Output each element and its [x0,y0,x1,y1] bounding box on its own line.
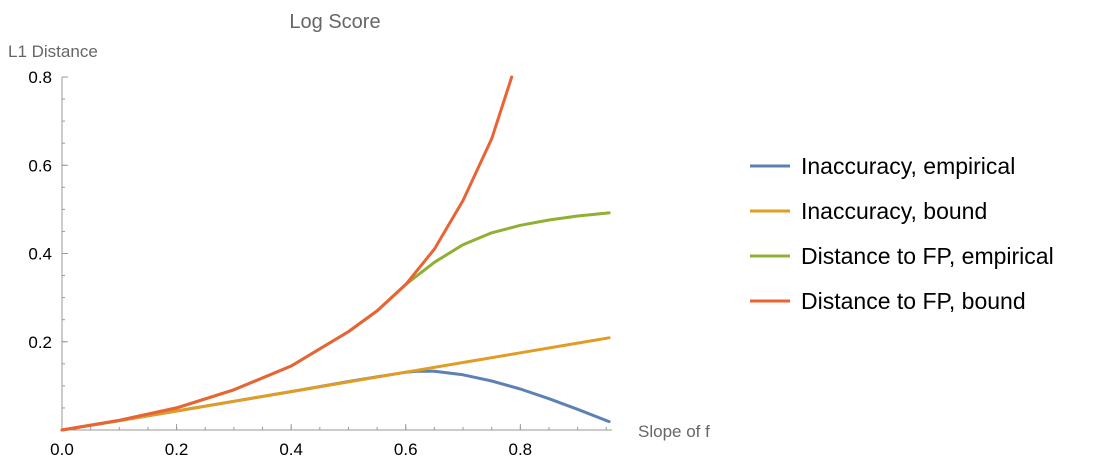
series-line-distance-to-fp-bound [60,75,514,432]
series-line-distance-to-fp-empirical [60,211,611,432]
legend-label: Distance to FP, bound [801,288,1026,314]
x-tick-label: 0.0 [50,440,74,459]
x-tick-label: 0.8 [509,440,533,459]
legend: Inaccuracy, empirical Inaccuracy, bound Di… [750,153,1054,314]
chart-title: Log Score [289,11,380,33]
x-tick-label: 0.2 [165,440,189,459]
legend-label: Inaccuracy, empirical [801,153,1015,179]
y-tick-label: 0.4 [28,245,52,264]
y-axis-label: L1 Distance [8,42,98,61]
series-line-inaccuracy-empirical [60,369,611,432]
legend-label: Distance to FP, empirical [801,243,1054,269]
y-tick-label: 0.2 [28,333,52,352]
y-tick-label: 0.8 [28,68,52,87]
x-axis-label: Slope of f [638,422,710,441]
series-line-inaccuracy-bound [60,336,611,432]
legend-label: Inaccuracy, bound [801,198,987,224]
x-tick-label: 0.4 [279,440,303,459]
plot-lines [60,75,611,432]
axes: 0.0 0.2 0.4 0.6 0.8 0.2 0.4 0.6 0.8 [28,68,612,459]
y-tick-label: 0.6 [28,156,52,175]
x-tick-label: 0.6 [394,440,418,459]
